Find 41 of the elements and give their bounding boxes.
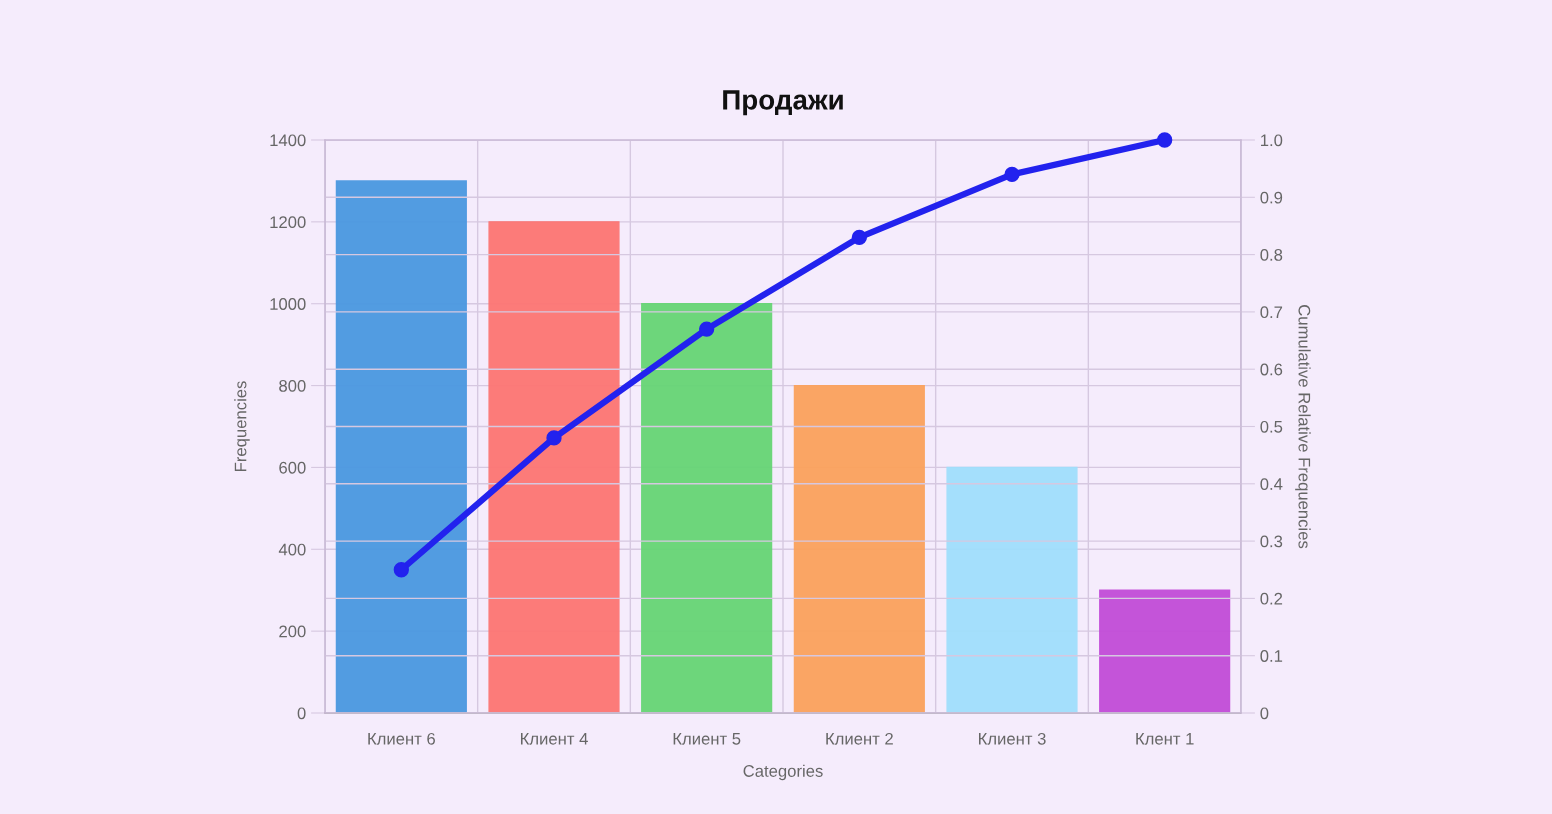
x-tick-label: Клиент 2	[826, 732, 893, 745]
y-tick-label: 0	[297, 707, 306, 720]
y-tick-label: 1000	[270, 298, 306, 310]
y-tick-label: 1200	[270, 216, 306, 229]
x-tick-label: Клиент 5	[673, 733, 741, 745]
y2-tick-label: 0	[1260, 707, 1269, 720]
y2-tick-label: 0.1	[1260, 650, 1283, 662]
point	[1157, 132, 1173, 148]
bar	[793, 384, 925, 713]
point	[546, 430, 562, 446]
y2-tick-label: 1.0	[1261, 134, 1283, 147]
y2-axis-title: Cumulative Relative Frequencies	[1295, 305, 1311, 549]
y2-tick-label: 0.8	[1260, 249, 1283, 261]
bar	[641, 303, 773, 713]
y2-tick-label: 0.6	[1260, 363, 1283, 376]
y2-tick-label: 0.5	[1260, 420, 1283, 433]
y2-tick-label: 0.9	[1260, 191, 1283, 204]
chart-title: Продажи	[723, 90, 843, 116]
y-tick-label: 800	[279, 379, 306, 392]
y-axis-title: Frequencies	[234, 381, 250, 471]
y-tick-label: 400	[278, 543, 306, 556]
y2-tick-label: 0.7	[1260, 306, 1283, 319]
y-tick-label: 1400	[270, 134, 306, 147]
y-tick-label: 200	[279, 625, 306, 638]
x-tick-label: Клиент 4	[520, 733, 588, 745]
y2-tick-label: 0.3	[1260, 535, 1283, 548]
x-tick-label: Клиент 6	[368, 732, 435, 745]
bar	[1099, 589, 1231, 713]
bar	[488, 221, 620, 713]
point	[699, 321, 715, 337]
y-tick-label: 600	[279, 461, 306, 474]
x-tick-label: Клент 1	[1136, 733, 1194, 745]
point	[393, 562, 409, 578]
y2-tick-label: 0.2	[1260, 592, 1283, 605]
x-axis-title: Categories	[743, 764, 823, 781]
x-tick-label: Клиент 3	[978, 732, 1046, 745]
bar	[335, 180, 467, 713]
point	[851, 229, 867, 246]
bar	[946, 466, 1078, 713]
point	[1004, 166, 1020, 183]
y2-tick-label: 0.4	[1260, 478, 1283, 490]
